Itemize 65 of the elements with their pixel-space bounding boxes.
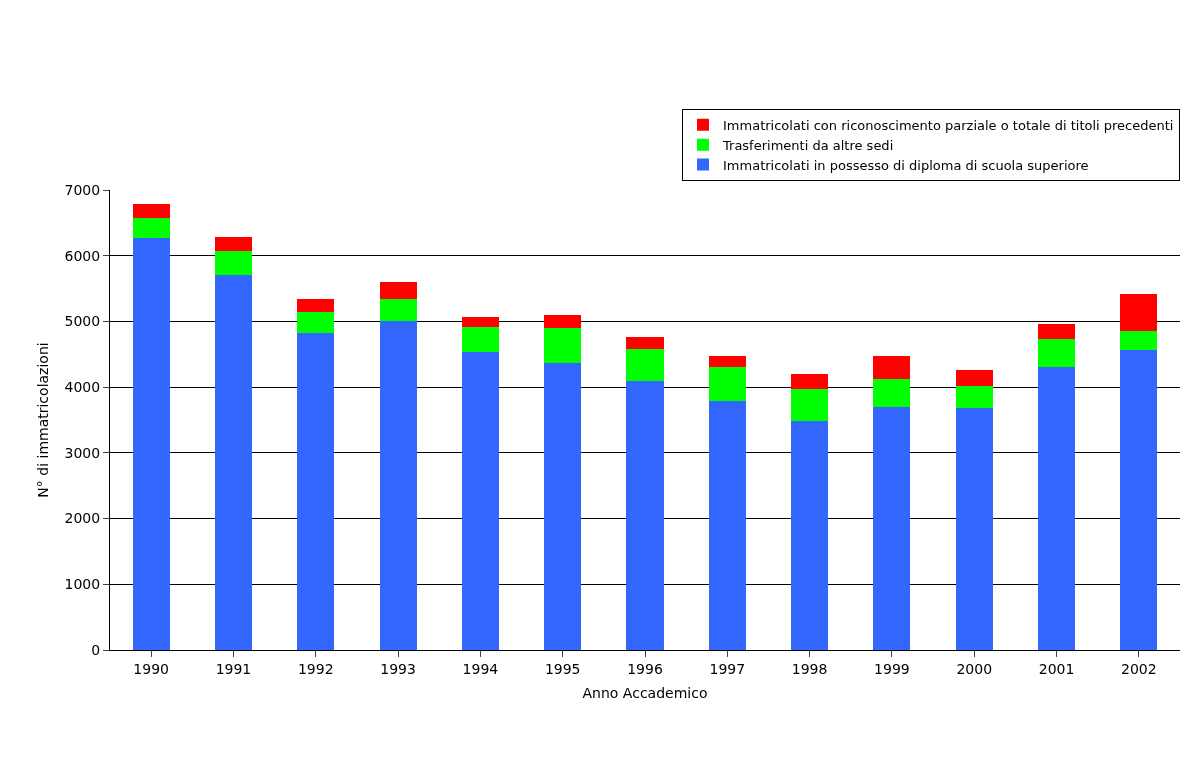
- bar: [873, 406, 911, 650]
- bar: [791, 374, 829, 390]
- bar: [873, 356, 911, 380]
- x-tick-label: 1999: [874, 660, 910, 677]
- bar: [955, 370, 993, 386]
- bar: [708, 367, 746, 401]
- x-tick-label: 1990: [133, 660, 169, 677]
- x-tick-label: 1991: [215, 660, 252, 677]
- x-tick-label: 1996: [627, 660, 663, 677]
- bar: [461, 316, 499, 328]
- bar: [132, 218, 170, 238]
- bar: [955, 385, 993, 408]
- bar: [708, 356, 746, 368]
- bar: [214, 251, 252, 276]
- bar: [1038, 366, 1076, 650]
- x-tick-label: 1993: [380, 660, 416, 677]
- x-tick-label: 1992: [297, 660, 334, 677]
- y-axis-title: N° di immatricolazioni: [35, 342, 52, 498]
- x-tick-label: 1998: [791, 660, 828, 677]
- bar: [1120, 349, 1158, 650]
- y-tick-label: 6000: [64, 247, 101, 264]
- bar: [214, 275, 252, 650]
- bar: [708, 400, 746, 650]
- bar: [544, 328, 582, 363]
- bar: [626, 349, 664, 381]
- bar: [1038, 324, 1076, 340]
- bar: [132, 237, 170, 650]
- bar: [132, 204, 170, 219]
- x-tick-label: 1994: [462, 660, 499, 677]
- bar: [791, 389, 829, 422]
- bar: [297, 332, 335, 650]
- bar: [461, 351, 499, 650]
- x-tick-label: 2002: [1121, 660, 1157, 677]
- bar: [955, 407, 993, 650]
- x-tick-label: 1997: [709, 660, 746, 677]
- y-tick-label: 5000: [64, 313, 101, 330]
- bar: [544, 314, 582, 328]
- bar: [544, 362, 582, 650]
- bar: [297, 299, 335, 313]
- bar: [626, 380, 664, 650]
- bar: [297, 312, 335, 333]
- y-tick-label: 4000: [64, 379, 101, 396]
- legend-label: Trasferimenti da altre sedi: [722, 137, 894, 153]
- bar: [461, 327, 499, 352]
- bar: [379, 299, 417, 322]
- bar: [379, 321, 417, 650]
- bar: [379, 282, 417, 300]
- bar: [626, 337, 664, 350]
- bar: [1120, 331, 1158, 350]
- x-tick-label: 1995: [544, 660, 581, 677]
- bar: [1120, 293, 1158, 332]
- bar: [214, 236, 252, 252]
- x-tick-label: 2001: [1038, 660, 1075, 677]
- y-tick-label: 2000: [64, 510, 101, 527]
- x-axis-title: Anno Accademico: [582, 685, 708, 702]
- bar: [791, 421, 829, 650]
- y-tick-label: 0: [91, 641, 101, 658]
- x-tick-label: 2000: [956, 660, 993, 677]
- legend-label: Immatricolati con riconoscimento parziale o totale di titoli precedenti: [723, 117, 1174, 133]
- bar: [873, 379, 911, 407]
- y-tick-label: 7000: [64, 181, 101, 198]
- bar: [1038, 339, 1076, 367]
- y-tick-label: 3000: [64, 444, 101, 461]
- legend-label: Immatricolati in possesso di diploma di scuola superiore: [723, 157, 1089, 173]
- y-tick-label: 1000: [64, 576, 101, 593]
